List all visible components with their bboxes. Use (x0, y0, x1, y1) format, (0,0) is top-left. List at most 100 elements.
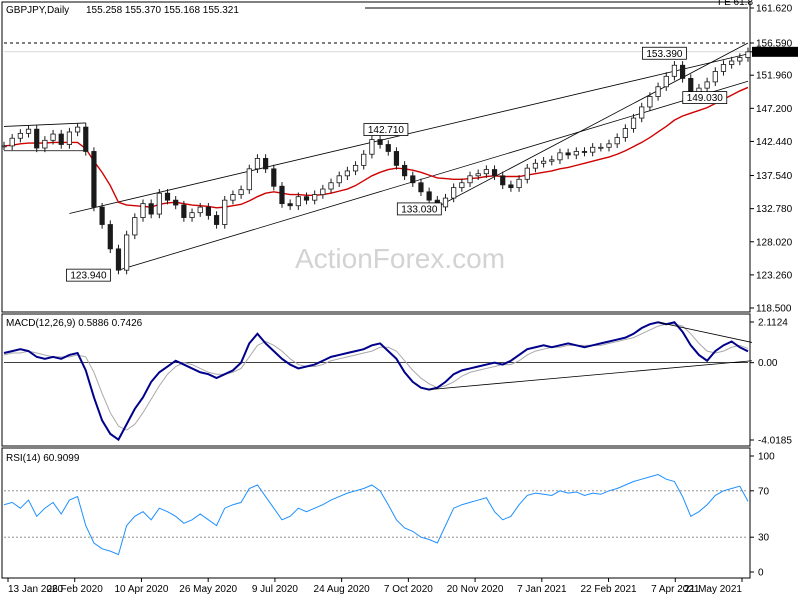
annotation-box (642, 46, 687, 60)
rsi-tick-label: 100 (758, 452, 775, 463)
candle-body (197, 206, 203, 214)
candle-body (205, 206, 211, 216)
candle-body (181, 204, 187, 218)
candle-body (42, 139, 48, 149)
price-tick-label: 156.590 (756, 38, 793, 49)
candle-body (99, 206, 105, 225)
x-tick-label: 26 Feb 2020 (47, 584, 104, 595)
candle-body (581, 151, 588, 153)
candle-body (671, 64, 678, 77)
candle-body (524, 167, 530, 180)
lower-channel-line (118, 80, 749, 271)
macd-layer: 2.1124 0.00 -4.0185 (3, 318, 792, 447)
candle-body (541, 160, 547, 164)
x-tick-label: 26 May 2020 (179, 584, 237, 595)
x-tick-label: 7 Oct 2020 (384, 584, 433, 595)
candle-body (173, 199, 179, 206)
support-channel-line (437, 42, 749, 208)
candle-body (663, 75, 669, 88)
rsi-title: RSI(14) 60.9099 (6, 453, 80, 464)
candle-body (500, 175, 506, 186)
fe-label: FE 61.8 (718, 0, 753, 8)
candle-body (369, 139, 375, 155)
candle-body (164, 192, 171, 201)
annotation-box (396, 202, 442, 216)
candle-body (442, 197, 449, 208)
box-top-line (3, 122, 86, 127)
candle-body (271, 168, 277, 187)
candle-body (483, 169, 489, 175)
annotation-box (363, 123, 409, 136)
price-tick-label: 132.780 (756, 204, 793, 215)
candle-body (132, 217, 138, 236)
current-price-box (752, 46, 798, 57)
x-tick-label: 7 Apr 2021 (651, 584, 700, 595)
candle-body (426, 191, 432, 201)
ohlc-header: 155.258 155.370 155.168 155.321 (86, 5, 239, 16)
candle-body (312, 194, 318, 201)
candle-body (352, 164, 359, 172)
rsi-tick-label: 30 (758, 533, 770, 544)
candle-body (263, 158, 269, 170)
candle-body (622, 128, 628, 138)
candle-body (385, 144, 391, 152)
candle-body (336, 175, 342, 184)
candle-body (66, 131, 73, 145)
macd-panel-frame (1, 313, 751, 447)
annotation-label: 149.030 (687, 93, 724, 104)
candle-body (655, 86, 661, 97)
macd-support-line (429, 360, 753, 391)
candle-body (573, 151, 579, 156)
annotation-box (682, 91, 728, 104)
annotation-label: 133.030 (401, 204, 438, 215)
candle-body (246, 168, 252, 191)
candle-body (590, 146, 596, 153)
x-tick-label: 9 Jul 2020 (252, 584, 299, 595)
candle-body (287, 203, 293, 207)
candle-body (720, 64, 727, 72)
x-tick-label: 22 Feb 2021 (580, 584, 637, 595)
candle-body (34, 128, 40, 149)
candle-body (639, 106, 645, 119)
macd-title: MACD(12,26,9) 0.5886 0.7426 (6, 318, 143, 329)
candle-body (508, 184, 514, 189)
macd-tick-label: 2.1124 (758, 318, 788, 329)
candle-body (320, 188, 326, 195)
candle-body (1, 145, 7, 148)
candle-body (532, 162, 539, 169)
candle-body (344, 170, 350, 177)
candle-body (295, 196, 301, 207)
candle-body (254, 158, 261, 170)
candle-body (630, 117, 637, 129)
candle-body (467, 175, 473, 184)
x-tick-label: 10 Apr 2020 (114, 584, 168, 595)
rsi-line (3, 474, 749, 556)
candle-body (614, 137, 620, 145)
price-tick-label: 137.540 (756, 171, 793, 182)
macd-signal-line (3, 323, 749, 431)
candle-body (361, 153, 367, 166)
candle-body (91, 151, 97, 208)
rsi-layer: 100 70 30 0 (3, 452, 775, 579)
annotation-box (66, 268, 111, 282)
candle-body (74, 126, 81, 133)
upper-channel-line (69, 53, 749, 214)
price-tick-label: 147.200 (756, 104, 793, 115)
candle-body (516, 178, 522, 189)
candle-body (402, 164, 408, 177)
candle-body (704, 81, 710, 89)
annotation-label: 142.710 (368, 125, 405, 136)
candle-body (148, 203, 154, 215)
candle-body (328, 182, 334, 190)
candle-body (606, 143, 612, 148)
x-tick-label: 21 May 2021 (684, 584, 742, 595)
candle-body (279, 185, 285, 205)
candle-body (124, 234, 130, 271)
candle-body (451, 187, 457, 199)
watermark: ActionForex.com (295, 243, 505, 274)
rsi-tick-label: 0 (758, 568, 764, 579)
